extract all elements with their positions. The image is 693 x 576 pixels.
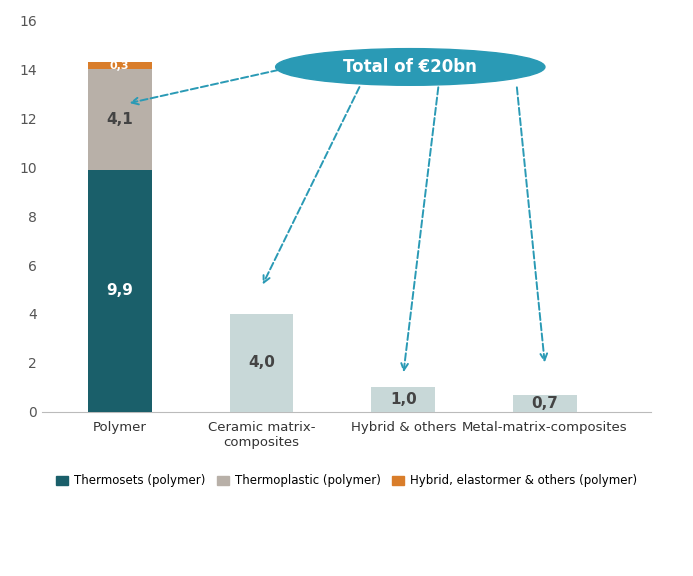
Text: 4,0: 4,0 [248, 355, 275, 370]
Ellipse shape [276, 48, 545, 85]
Bar [88, 62, 152, 69]
Text: 1,0: 1,0 [390, 392, 416, 407]
Text: 0,3: 0,3 [110, 60, 130, 71]
Bar [88, 69, 152, 170]
Legend: Thermosets (polymer), Thermoplastic (polymer), Hybrid, elastormer & others (poly: Thermosets (polymer), Thermoplastic (pol… [51, 469, 642, 492]
Text: 4,1: 4,1 [106, 112, 133, 127]
Text: 0,7: 0,7 [532, 396, 559, 411]
Bar [371, 387, 435, 412]
Bar [88, 170, 152, 412]
Bar [229, 314, 293, 412]
Text: 9,9: 9,9 [106, 283, 133, 298]
Bar [513, 395, 577, 412]
Text: Total of €20bn: Total of €20bn [343, 58, 477, 76]
